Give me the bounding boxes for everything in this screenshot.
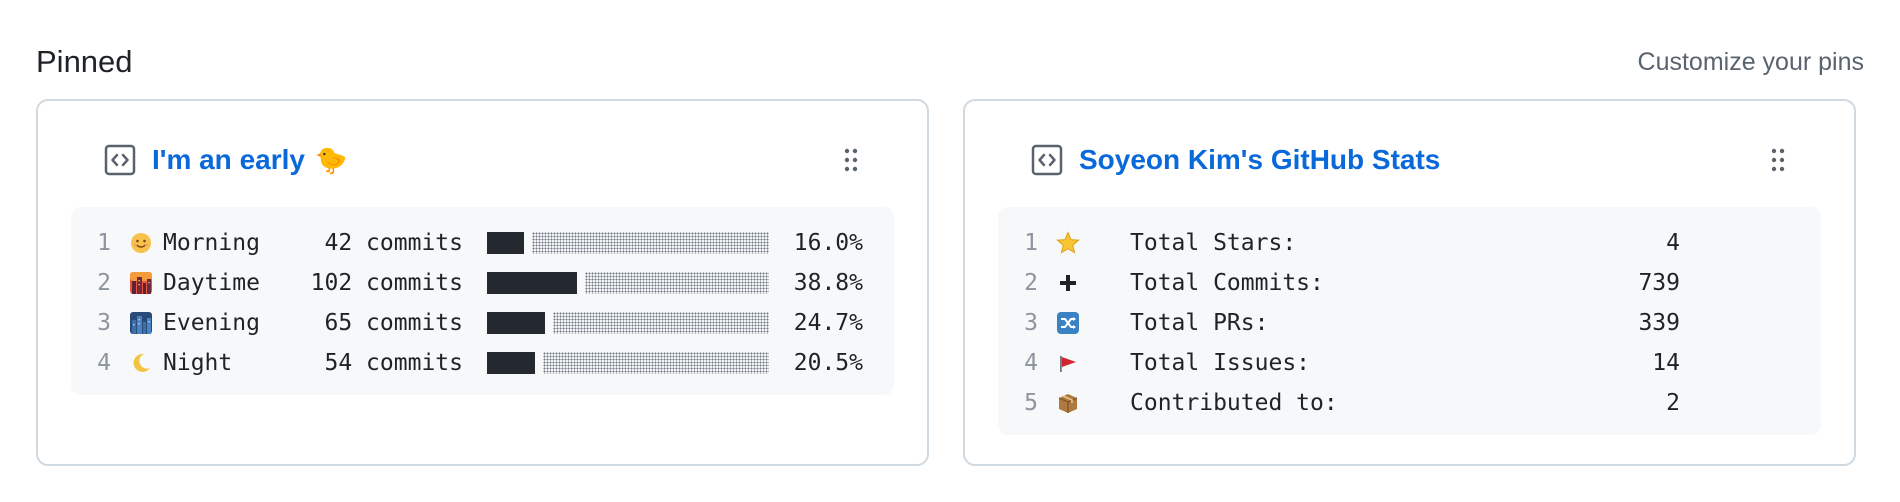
bar-empty <box>543 352 769 374</box>
pinned-title: Pinned <box>36 44 133 79</box>
line-number: 4 <box>97 350 111 376</box>
gist-title-text: I'm an early <box>152 144 305 175</box>
bar-empty <box>532 232 769 254</box>
period-label: Morning <box>163 230 260 256</box>
progress-bar <box>487 232 769 254</box>
line-number: 3 <box>1024 310 1038 336</box>
commit-times-code-box: 1 Morning 42 commits 16.0% <box>71 207 894 395</box>
baby-chick-icon: 🐤 <box>314 145 348 175</box>
list-item: 2 Total Commits: 739 <box>998 263 1821 303</box>
bar-fill <box>487 312 545 334</box>
github-stats-code-box: 1 Total Stars: 4 2 Total Commits: <box>998 207 1821 435</box>
progress-bar <box>487 352 769 374</box>
pinned-cards: I'm an early 🐤 1 Mo <box>36 99 1856 466</box>
period-label: Daytime <box>163 270 260 296</box>
city-dusk-icon <box>129 271 153 295</box>
stat-value: 4 <box>1666 230 1680 256</box>
pinned-card-github-stats: Soyeon Kim's GitHub Stats 1 Total Stars:… <box>963 99 1856 466</box>
stat-label: Contributed to: <box>1130 390 1338 416</box>
night-city-icon <box>129 311 153 335</box>
list-item: 2 Daytime 102 commits <box>71 263 894 303</box>
period-label: Evening <box>163 310 260 336</box>
commit-count: 42 commits <box>324 230 463 256</box>
bar-empty <box>553 312 769 334</box>
list-item: 3 Evening 65 commits <box>71 303 894 343</box>
stat-label: Total PRs: <box>1130 310 1269 336</box>
stat-label: Total Commits: <box>1130 270 1324 296</box>
stat-value: 14 <box>1652 350 1680 376</box>
line-number: 1 <box>1024 230 1038 256</box>
commit-count: 54 commits <box>324 350 463 376</box>
plus-icon <box>1056 271 1080 295</box>
card-header: I'm an early 🐤 <box>104 139 861 181</box>
list-item: 3 Total PRs: 339 <box>998 303 1821 343</box>
stat-value: 739 <box>1638 270 1680 296</box>
list-item: 5 Contributed to: 2 <box>998 383 1821 423</box>
customize-pins-link[interactable]: Customize your pins <box>1637 47 1864 76</box>
line-number: 1 <box>97 230 111 256</box>
shuffle-icon <box>1056 311 1080 335</box>
percent-value: 24.7% <box>793 310 863 336</box>
line-number: 2 <box>97 270 111 296</box>
progress-bar <box>487 312 769 334</box>
red-flag-icon <box>1056 351 1080 375</box>
stat-value: 2 <box>1666 390 1680 416</box>
pinned-card-commit-times: I'm an early 🐤 1 Mo <box>36 99 929 466</box>
commit-count: 102 commits <box>310 270 463 296</box>
bar-fill <box>487 352 535 374</box>
bar-fill <box>487 272 577 294</box>
stat-label: Total Stars: <box>1130 230 1297 256</box>
line-number: 4 <box>1024 350 1038 376</box>
percent-value: 16.0% <box>793 230 863 256</box>
period-label: Night <box>163 350 233 376</box>
list-item: 4 Total Issues: 14 <box>998 343 1821 383</box>
pinned-header: Pinned Customize your pins <box>36 40 1864 84</box>
star-icon <box>1056 231 1080 255</box>
percent-value: 38.8% <box>793 270 863 296</box>
list-item: 1 Total Stars: 4 <box>998 223 1821 263</box>
bar-empty <box>585 272 769 294</box>
drag-grip-icon[interactable] <box>841 146 861 174</box>
percent-value: 20.5% <box>793 350 863 376</box>
crescent-moon-icon <box>129 351 153 375</box>
package-icon <box>1056 391 1080 415</box>
smiling-face-icon <box>129 231 153 255</box>
list-item: 4 Night 54 commits 20.5% <box>71 343 894 383</box>
bar-fill <box>487 232 524 254</box>
card-header: Soyeon Kim's GitHub Stats <box>1031 139 1788 181</box>
stat-value: 339 <box>1638 310 1680 336</box>
line-number: 5 <box>1024 390 1038 416</box>
list-item: 1 Morning 42 commits 16.0% <box>71 223 894 263</box>
drag-grip-icon[interactable] <box>1768 146 1788 174</box>
line-number: 2 <box>1024 270 1038 296</box>
stat-label: Total Issues: <box>1130 350 1311 376</box>
gist-title-link[interactable]: Soyeon Kim's GitHub Stats <box>1079 144 1441 175</box>
gist-title-link[interactable]: I'm an early 🐤 <box>152 144 347 176</box>
code-square-icon <box>104 144 136 176</box>
line-number: 3 <box>97 310 111 336</box>
progress-bar <box>487 272 769 294</box>
commit-count: 65 commits <box>324 310 463 336</box>
code-square-icon <box>1031 144 1063 176</box>
